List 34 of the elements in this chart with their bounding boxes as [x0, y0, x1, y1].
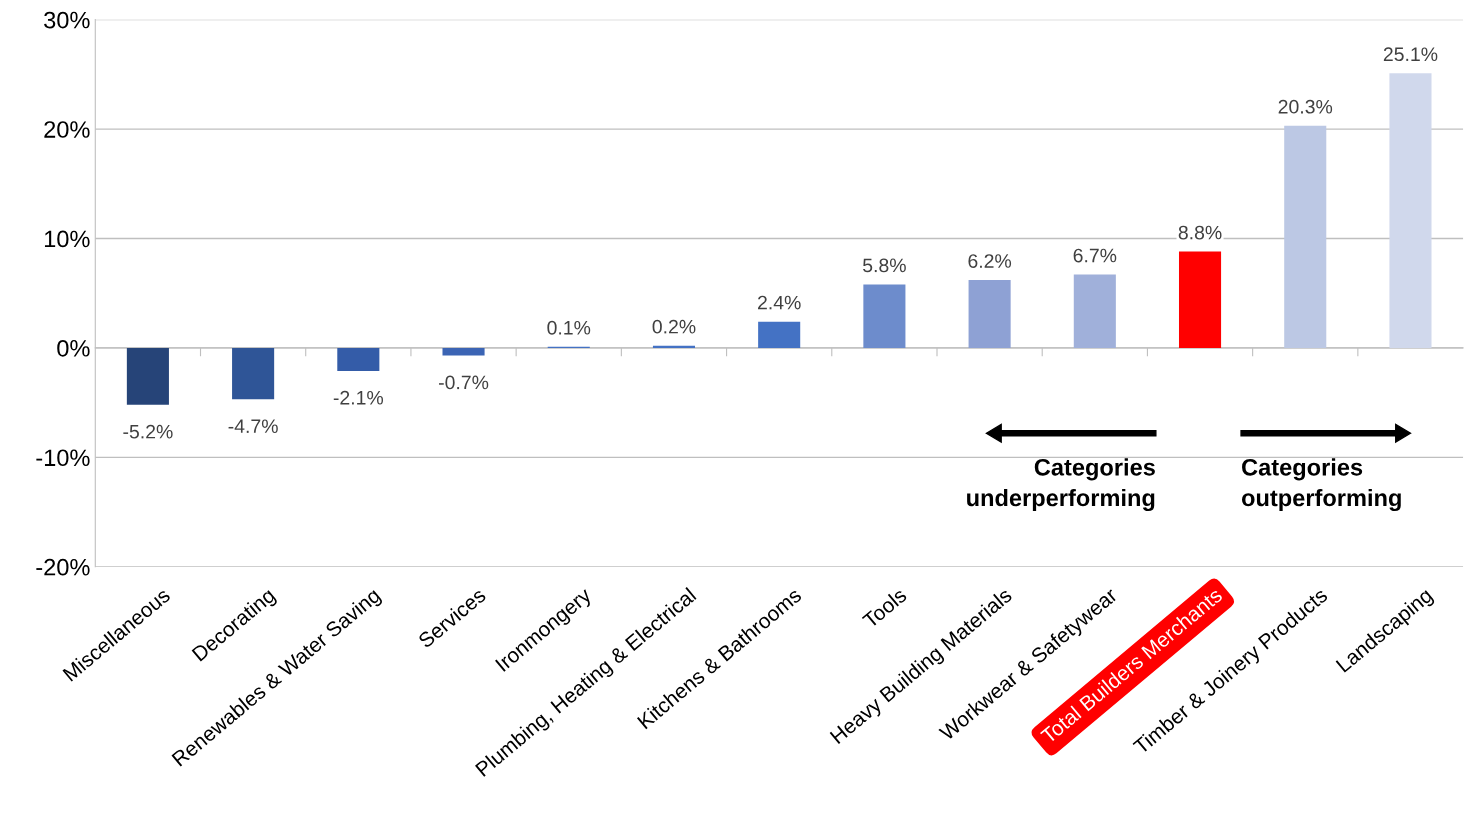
- bar: [337, 347, 380, 371]
- bar: [863, 284, 906, 348]
- data-label: -5.2%: [123, 424, 173, 439]
- y-tick-label: 0%: [57, 339, 90, 357]
- y-tick-label: -20%: [36, 558, 90, 576]
- annotation: Categories underperforming: [967, 458, 1155, 512]
- bar: [1073, 274, 1116, 348]
- data-label: 5.8%: [863, 258, 906, 273]
- data-label: 0.1%: [547, 320, 591, 335]
- bar: [652, 345, 696, 348]
- data-label: 2.4%: [758, 295, 801, 310]
- data-label: 6.2%: [968, 254, 1012, 268]
- bar: [1178, 251, 1222, 348]
- y-tick-label: 30%: [44, 11, 90, 29]
- annotation: Categories outperforming: [1241, 458, 1401, 512]
- bar: [442, 347, 485, 356]
- bar: [232, 347, 275, 400]
- data-label: 8.8%: [1178, 225, 1222, 240]
- bar: [1284, 125, 1327, 348]
- bar: [1389, 73, 1432, 348]
- data-label: 0.2%: [652, 319, 696, 334]
- bar: [758, 321, 801, 348]
- bar: [126, 347, 169, 405]
- data-label: -4.7%: [228, 419, 278, 433]
- data-label: -0.7%: [439, 375, 489, 390]
- y-tick-label: 10%: [44, 230, 90, 248]
- y-tick-label: -10%: [36, 449, 90, 467]
- y-tick-label: 20%: [44, 121, 90, 138]
- data-label: 20.3%: [1278, 99, 1333, 114]
- data-label: 6.7%: [1073, 248, 1117, 263]
- bar: [968, 280, 1011, 348]
- data-label: 25.1%: [1383, 47, 1438, 62]
- data-label: -2.1%: [333, 390, 384, 405]
- x-tick-label: Tools: [861, 586, 908, 629]
